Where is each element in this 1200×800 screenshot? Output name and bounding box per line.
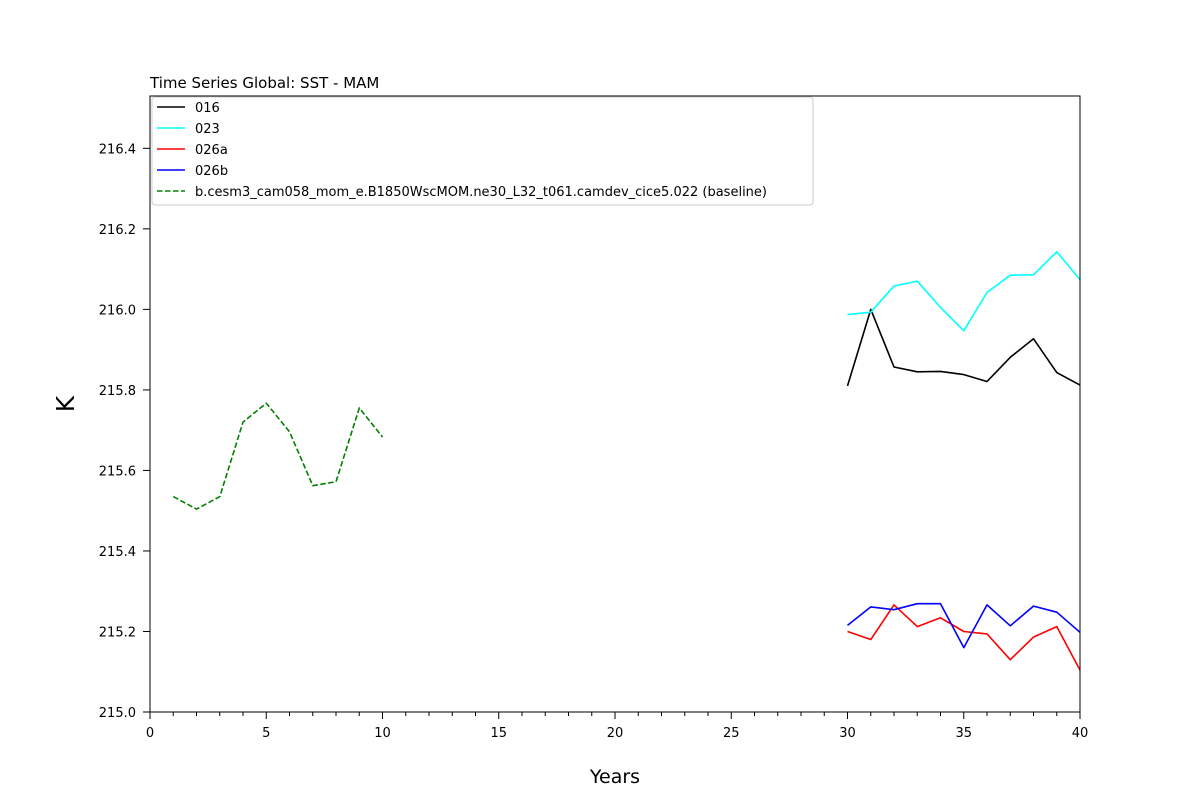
series-line-b-cesm3-cam058-mom-e-B1850WscMOM-ne30-L32-t061-camdev-cice5-022 <box>172 402 384 510</box>
legend: 016 023 026a 026b b.cesm3_cam058_mom_e.B1850… <box>151 96 814 206</box>
x-tick-label: 25 <box>723 726 740 741</box>
series-lines <box>172 251 1081 671</box>
y-tick-label: 216.0 <box>99 303 136 318</box>
series-line-016 <box>846 308 1081 387</box>
x-tick-label: 20 <box>607 726 624 741</box>
x-tick-label: 10 <box>374 726 391 741</box>
y-tick-label: 216.2 <box>99 223 136 238</box>
legend-label: b.cesm3_cam058_mom_e.B1850WscMOM.ne30_L3… <box>195 185 767 200</box>
legend-label: 016 <box>195 101 220 116</box>
y-tick-label: 215.4 <box>99 545 136 560</box>
y-tick-label: 215.8 <box>99 384 136 399</box>
y-tick-label: 215.0 <box>99 706 136 721</box>
y-axis: 215.0 215.2 215.4 215.6 215.8 216.0 216.2 216.4 <box>99 142 150 721</box>
series-line-026a <box>847 604 1081 671</box>
y-tick-label: 215.2 <box>99 625 136 640</box>
x-tick-label: 40 <box>1072 726 1089 741</box>
legend-label: 026b <box>195 164 228 179</box>
x-axis-label: Years <box>589 766 640 788</box>
x-tick-label: 35 <box>955 726 972 741</box>
y-tick-label: 215.6 <box>99 464 136 479</box>
x-tick-label: 30 <box>839 726 856 741</box>
legend-box <box>151 96 814 206</box>
y-axis-label: K <box>51 395 80 412</box>
x-tick-label: 0 <box>146 726 154 741</box>
x-tick-label: 5 <box>262 726 270 741</box>
x-tick-label: 15 <box>490 726 507 741</box>
x-axis: 0 5 10 15 20 25 30 35 40 <box>146 712 1088 741</box>
chart-title: Time Series Global: SST - MAM <box>149 74 379 92</box>
y-tick-label: 216.4 <box>99 142 136 157</box>
series-line-023 <box>847 251 1081 332</box>
legend-label: 026a <box>195 143 228 158</box>
series-line-026b <box>847 602 1081 649</box>
legend-label: 023 <box>195 122 220 137</box>
